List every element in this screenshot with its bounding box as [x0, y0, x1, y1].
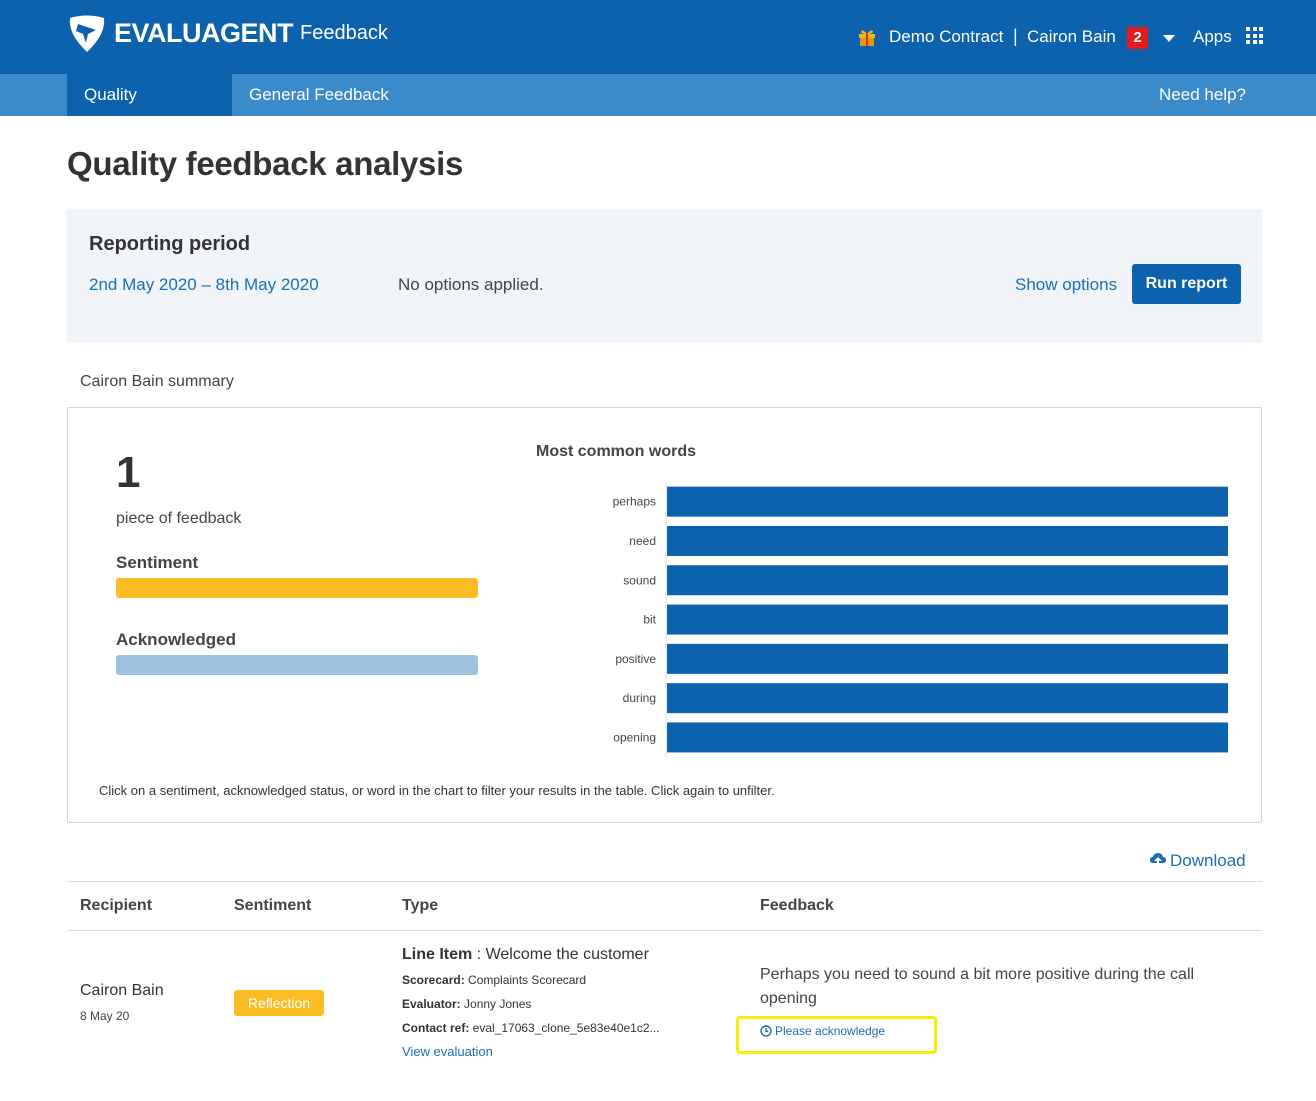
contact-ref-label: Contact ref:	[402, 1021, 470, 1035]
bar-during[interactable]	[667, 683, 1228, 714]
header-separator: |	[1013, 26, 1018, 46]
column-header-recipient[interactable]: Recipient	[80, 897, 153, 914]
chart-title: Most common words	[536, 443, 697, 460]
tick-label-positive[interactable]: positive	[615, 652, 656, 666]
tick-label-opening[interactable]: opening	[613, 730, 656, 744]
type-label: Line Item	[402, 946, 473, 963]
download-label: Download	[1170, 851, 1246, 870]
bar-opening[interactable]	[667, 722, 1228, 753]
gift-icon[interactable]	[858, 28, 876, 46]
sentiment-label: Sentiment	[116, 553, 199, 572]
table-header-border	[67, 930, 1262, 931]
evaluator-info: Evaluator: Jonny Jones	[402, 997, 531, 1011]
tick-label-sound[interactable]: sound	[623, 573, 656, 587]
contact-ref-info: Contact ref: eval_17063_clone_5e83e40e1c…	[402, 1021, 660, 1035]
please-acknowledge-label: Please acknowledge	[775, 1024, 886, 1038]
type-value: : Welcome the customer	[472, 946, 649, 963]
show-options-link[interactable]: Show options	[1015, 275, 1118, 294]
bar-positive[interactable]	[667, 643, 1228, 674]
summary-card: 1 piece of feedback Sentiment Acknowledg…	[67, 407, 1262, 823]
tick-label-bit[interactable]: bit	[643, 613, 656, 627]
acknowledge-highlight-box	[736, 1016, 937, 1054]
options-status: No options applied.	[398, 275, 544, 294]
reporting-period-panel: Reporting period 2nd May 2020 – 8th May …	[67, 209, 1262, 343]
user-name[interactable]: Cairon Bain	[1027, 27, 1116, 46]
scorecard-info: Scorecard: Complaints Scorecard	[402, 973, 586, 987]
scorecard-label: Scorecard:	[402, 973, 465, 987]
contact-ref-value: eval_17063_clone_5e83e40e1c2...	[469, 1021, 660, 1035]
acknowledged-label: Acknowledged	[116, 630, 236, 649]
download-link[interactable]: Download	[1150, 851, 1246, 871]
recipient-name: Cairon Bain	[80, 982, 164, 999]
bar-need[interactable]	[667, 525, 1228, 556]
recipient-date: 8 May 20	[80, 1009, 130, 1023]
product-name: Feedback	[300, 22, 388, 44]
need-help-link[interactable]: Need help?	[1159, 85, 1246, 104]
scorecard-value: Complaints Scorecard	[464, 973, 587, 987]
sentiment-bar[interactable]	[116, 578, 478, 598]
filter-hint: Click on a sentiment, acknowledged statu…	[99, 783, 775, 798]
feedback-count-label: piece of feedback	[116, 510, 242, 527]
cloud-download-icon	[1150, 853, 1166, 867]
column-header-feedback[interactable]: Feedback	[760, 897, 834, 914]
date-range-link[interactable]: 2nd May 2020 – 8th May 2020	[89, 275, 319, 294]
evaluator-label: Evaluator:	[402, 997, 461, 1011]
page-title: Quality feedback analysis	[67, 145, 464, 182]
column-header-type[interactable]: Type	[402, 897, 439, 914]
apps-grid-icon[interactable]	[1246, 27, 1263, 44]
evaluagent-logo-icon[interactable]	[66, 12, 108, 54]
view-evaluation-link[interactable]: View evaluation	[402, 1044, 493, 1059]
common-words-chart: perhaps need sound bit positive during opening	[613, 482, 1228, 758]
column-header-sentiment[interactable]: Sentiment	[234, 897, 312, 914]
summary-label: Cairon Bain summary	[80, 373, 234, 390]
tab-general-feedback[interactable]: General Feedback	[249, 85, 389, 104]
table-top-border	[67, 881, 1262, 882]
sentiment-badge: Reflection	[234, 990, 324, 1016]
run-report-button[interactable]: Run report	[1132, 264, 1241, 304]
feedback-count: 1	[116, 448, 141, 497]
top-header: EVALUAGENT Feedback Demo Contract | Cair…	[0, 0, 1316, 74]
type-line-item: Line Item : Welcome the customer	[402, 946, 649, 964]
apps-link[interactable]: Apps	[1193, 27, 1232, 46]
clock-icon	[760, 1025, 772, 1037]
tick-label-during[interactable]: during	[623, 691, 656, 705]
acknowledged-bar[interactable]	[116, 655, 478, 675]
brand-name[interactable]: EVALUAGENT	[114, 18, 294, 48]
please-acknowledge-link[interactable]: Please acknowledge	[760, 1024, 885, 1038]
tick-label-perhaps[interactable]: perhaps	[613, 495, 656, 509]
bar-bit[interactable]	[667, 604, 1228, 635]
evaluator-value: Jonny Jones	[460, 997, 532, 1011]
bar-sound[interactable]	[667, 565, 1228, 596]
contract-name[interactable]: Demo Contract	[889, 27, 1004, 46]
bar-perhaps[interactable]	[667, 486, 1228, 517]
reporting-period-title: Reporting period	[89, 233, 251, 255]
sub-navigation: Quality Feedback General Feedback Need h…	[0, 74, 1316, 146]
tab-quality-feedback[interactable]: Quality Feedback	[67, 74, 232, 146]
feedback-text: Perhaps you need to sound a bit more pos…	[760, 966, 1195, 1007]
tick-label-need[interactable]: need	[629, 534, 656, 548]
notification-badge[interactable]: 2	[1127, 27, 1148, 49]
chevron-down-icon[interactable]	[1163, 35, 1175, 42]
